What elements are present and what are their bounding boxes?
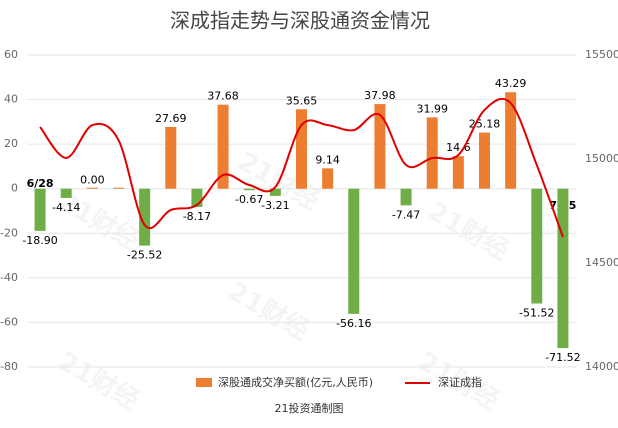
data-label: 27.69 — [155, 112, 187, 125]
bar — [374, 104, 386, 189]
bar — [269, 188, 281, 196]
chart-title: 深成指走势与深股通资金情况 — [170, 9, 430, 33]
bar — [113, 187, 124, 189]
data-label: -0.67 — [235, 193, 263, 206]
bar — [165, 127, 177, 189]
y-tick-label: -80 — [0, 360, 18, 373]
y-tick-label: -20 — [0, 226, 18, 239]
data-label: 35.65 — [286, 94, 318, 107]
bar — [86, 187, 98, 189]
data-label: -8.17 — [183, 210, 211, 223]
data-label: 31.99 — [416, 102, 448, 115]
bar — [426, 117, 438, 189]
bar — [531, 188, 543, 304]
watermark: 21财经 — [223, 276, 315, 347]
bar — [557, 188, 569, 349]
bar — [243, 188, 255, 191]
y-tick-label: 40 — [4, 93, 18, 106]
x-tick-label: 6/28 — [27, 177, 54, 190]
data-label: 0.00 — [80, 174, 105, 187]
y-tick-label: -40 — [0, 271, 18, 284]
legend-swatch — [196, 378, 212, 387]
index-line — [39, 97, 564, 238]
bar — [505, 92, 517, 189]
source-note: 21投资通制图 — [275, 401, 344, 415]
data-label: -7.47 — [392, 208, 420, 221]
watermark: 21财经 — [53, 346, 145, 417]
y2-tick-label: 14500 — [585, 256, 618, 269]
data-label: -56.16 — [336, 317, 371, 330]
data-label: -51.52 — [519, 307, 554, 320]
bar — [348, 188, 360, 314]
bar — [296, 109, 307, 189]
legend-label: 深股通成交净买额(亿元,人民币) — [218, 375, 373, 389]
legend-label: 深证成指 — [438, 375, 482, 389]
bar — [322, 168, 334, 189]
bar — [452, 156, 464, 189]
data-label: 43.29 — [495, 77, 527, 90]
bar — [400, 188, 412, 206]
watermark: 21财经 — [423, 196, 515, 267]
y-tick-label: 20 — [4, 137, 18, 150]
y2-tick-label: 15000 — [585, 152, 618, 165]
y2-tick-label: 14000 — [585, 360, 618, 373]
bar — [217, 104, 229, 189]
bar — [479, 132, 490, 189]
bar — [139, 188, 151, 246]
bar — [191, 188, 203, 207]
bar — [60, 188, 72, 198]
data-label: -18.90 — [22, 234, 57, 247]
data-label: -25.52 — [127, 249, 162, 262]
data-label: -4.14 — [52, 201, 80, 214]
data-label: -3.21 — [261, 199, 289, 212]
data-label: 9.14 — [315, 153, 340, 166]
bar — [34, 188, 46, 231]
data-label: -71.52 — [545, 351, 580, 364]
y-tick-label: 0 — [11, 182, 18, 195]
y-tick-label: -60 — [0, 315, 18, 328]
data-label: 37.68 — [207, 90, 239, 103]
y-tick-label: 60 — [4, 48, 18, 61]
y2-tick-label: 15500 — [585, 48, 618, 61]
data-label: 37.98 — [364, 89, 396, 102]
